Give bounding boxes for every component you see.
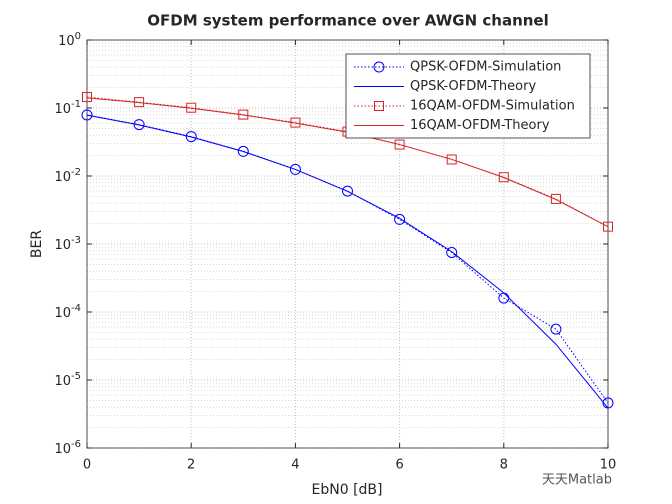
y-tick-label: 10-5 <box>54 371 81 389</box>
x-tick-label: 8 <box>500 458 508 473</box>
y-tick-label: 10-2 <box>54 167 81 185</box>
marker <box>446 246 458 258</box>
marker <box>603 221 613 232</box>
marker <box>289 163 301 175</box>
marker <box>133 119 145 131</box>
x-axis-label: EbN0 [dB] <box>312 482 383 498</box>
marker <box>394 139 405 150</box>
marker <box>82 92 92 103</box>
y-axis-label: BER <box>29 230 45 258</box>
watermark: 天天Matlab <box>542 473 612 488</box>
y-tick-label: 10-1 <box>54 99 81 117</box>
legend-box <box>345 53 591 139</box>
y-tick-label: 10-3 <box>54 235 81 253</box>
marker <box>342 185 353 197</box>
x-tick-label: 4 <box>291 458 299 473</box>
x-tick-label: 10 <box>600 458 617 473</box>
legend-label: QPSK-OFDM-Theory <box>410 79 536 94</box>
marker <box>237 145 249 157</box>
marker <box>374 101 384 111</box>
marker <box>498 172 509 183</box>
series-line <box>86 114 609 409</box>
y-tick-label: 100 <box>58 31 81 49</box>
marker <box>373 61 385 73</box>
y-tick-label: 10-6 <box>54 439 81 457</box>
legend-label: QPSK-OFDM-Simulation <box>410 60 561 75</box>
y-tick-label: 10-4 <box>54 303 81 321</box>
marker <box>81 109 93 121</box>
legend-label: 16QAM-OFDM-Simulation <box>410 99 575 114</box>
legend-label: 16QAM-OFDM-Theory <box>410 118 550 133</box>
marker <box>185 131 197 143</box>
legend: QPSK-OFDM-Simulation QPSK-OFDM-Theory 16QA… <box>345 53 591 139</box>
x-tick-label: 2 <box>187 458 195 473</box>
x-tick-label: 6 <box>395 458 403 473</box>
chart-title: OFDM system performance over AWGN channe… <box>147 12 549 30</box>
marker <box>550 323 562 335</box>
x-tick-label: 0 <box>83 458 91 473</box>
marker <box>394 213 406 225</box>
marker <box>446 154 457 165</box>
marker <box>550 193 561 204</box>
